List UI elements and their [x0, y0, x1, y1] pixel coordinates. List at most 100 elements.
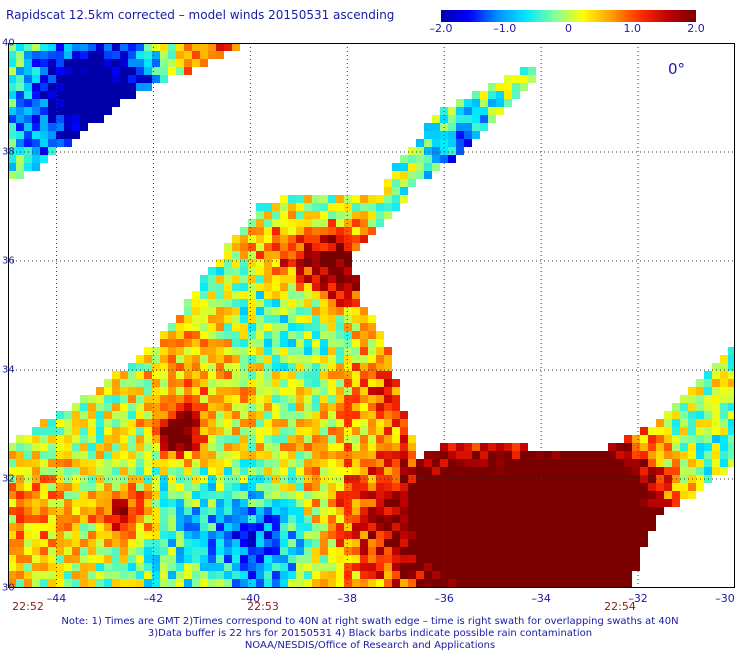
wind-cell	[376, 195, 384, 203]
wind-cell	[512, 483, 520, 491]
wind-cell	[56, 579, 64, 587]
wind-cell	[432, 131, 440, 139]
wind-cell	[64, 459, 72, 467]
wind-cell	[408, 443, 416, 451]
wind-cell	[304, 235, 312, 243]
wind-cell	[232, 563, 240, 571]
wind-cell	[136, 467, 144, 475]
wind-cell	[352, 291, 360, 299]
wind-cell	[248, 331, 256, 339]
wind-cell	[264, 219, 272, 227]
wind-cell	[192, 579, 200, 587]
wind-cell	[224, 323, 232, 331]
wind-cell	[464, 515, 472, 523]
wind-cell	[232, 491, 240, 499]
wind-cell	[96, 115, 104, 123]
wind-cell	[168, 427, 176, 435]
wind-cell	[256, 227, 264, 235]
wind-cell	[472, 131, 480, 139]
longitude-label: –30	[715, 592, 735, 605]
wind-cell	[344, 347, 352, 355]
wind-cell	[200, 491, 208, 499]
wind-cell	[352, 347, 360, 355]
wind-cell	[184, 547, 192, 555]
wind-cell	[72, 67, 80, 75]
wind-cell	[40, 507, 48, 515]
wind-cell	[240, 251, 248, 259]
wind-cell	[232, 275, 240, 283]
wind-cell	[80, 411, 88, 419]
wind-cell	[296, 443, 304, 451]
wind-cell	[168, 371, 176, 379]
wind-cell	[248, 419, 256, 427]
wind-cell	[248, 499, 256, 507]
wind-cell	[8, 547, 16, 555]
wind-cell	[88, 491, 96, 499]
wind-cell	[64, 467, 72, 475]
wind-cell	[336, 515, 344, 523]
wind-cell	[336, 235, 344, 243]
wind-cell	[312, 411, 320, 419]
wind-cell	[448, 107, 456, 115]
wind-cell	[608, 459, 616, 467]
wind-cell	[208, 571, 216, 579]
wind-cell	[472, 459, 480, 467]
wind-cell	[400, 195, 408, 203]
wind-cell	[568, 483, 576, 491]
wind-cell	[416, 571, 424, 579]
wind-cell	[32, 155, 40, 163]
wind-cell	[288, 571, 296, 579]
note-line-3: NOAA/NESDIS/Office of Research and Appli…	[244, 640, 496, 651]
wind-cell	[560, 539, 568, 547]
wind-cell	[456, 451, 464, 459]
wind-cell	[192, 467, 200, 475]
wind-cell	[176, 491, 184, 499]
wind-cell	[232, 235, 240, 243]
wind-cell	[496, 507, 504, 515]
wind-cell	[376, 563, 384, 571]
wind-cell	[112, 571, 120, 579]
wind-cell	[488, 91, 496, 99]
wind-cell	[368, 507, 376, 515]
wind-cell	[688, 435, 696, 443]
wind-cell	[576, 467, 584, 475]
wind-cell	[304, 219, 312, 227]
wind-cell	[40, 75, 48, 83]
wind-cell	[272, 371, 280, 379]
wind-cell	[256, 539, 264, 547]
wind-cell	[88, 547, 96, 555]
wind-cell	[160, 459, 168, 467]
wind-cell	[424, 563, 432, 571]
wind-cell	[408, 147, 416, 155]
wind-cell	[32, 515, 40, 523]
wind-cell	[32, 115, 40, 123]
wind-cell	[728, 347, 735, 355]
wind-cell	[144, 59, 152, 67]
wind-cell	[584, 547, 592, 555]
wind-cell	[40, 155, 48, 163]
wind-cell	[184, 387, 192, 395]
wind-cell	[360, 571, 368, 579]
wind-cell	[192, 571, 200, 579]
wind-cell	[544, 539, 552, 547]
wind-cell	[216, 51, 224, 59]
wind-cell	[632, 443, 640, 451]
wind-cell	[88, 467, 96, 475]
wind-cell	[176, 483, 184, 491]
wind-cell	[152, 419, 160, 427]
wind-cell	[16, 483, 24, 491]
wind-cell	[32, 459, 40, 467]
wind-cell	[48, 571, 56, 579]
wind-cell	[248, 363, 256, 371]
wind-cell	[392, 499, 400, 507]
wind-cell	[360, 539, 368, 547]
wind-cell	[312, 227, 320, 235]
wind-cell	[160, 435, 168, 443]
wind-cell	[32, 147, 40, 155]
wind-cell	[200, 443, 208, 451]
wind-cell	[240, 411, 248, 419]
wind-cell	[296, 299, 304, 307]
wind-cell	[8, 139, 16, 147]
wind-cell	[24, 443, 32, 451]
wind-cell	[608, 499, 616, 507]
